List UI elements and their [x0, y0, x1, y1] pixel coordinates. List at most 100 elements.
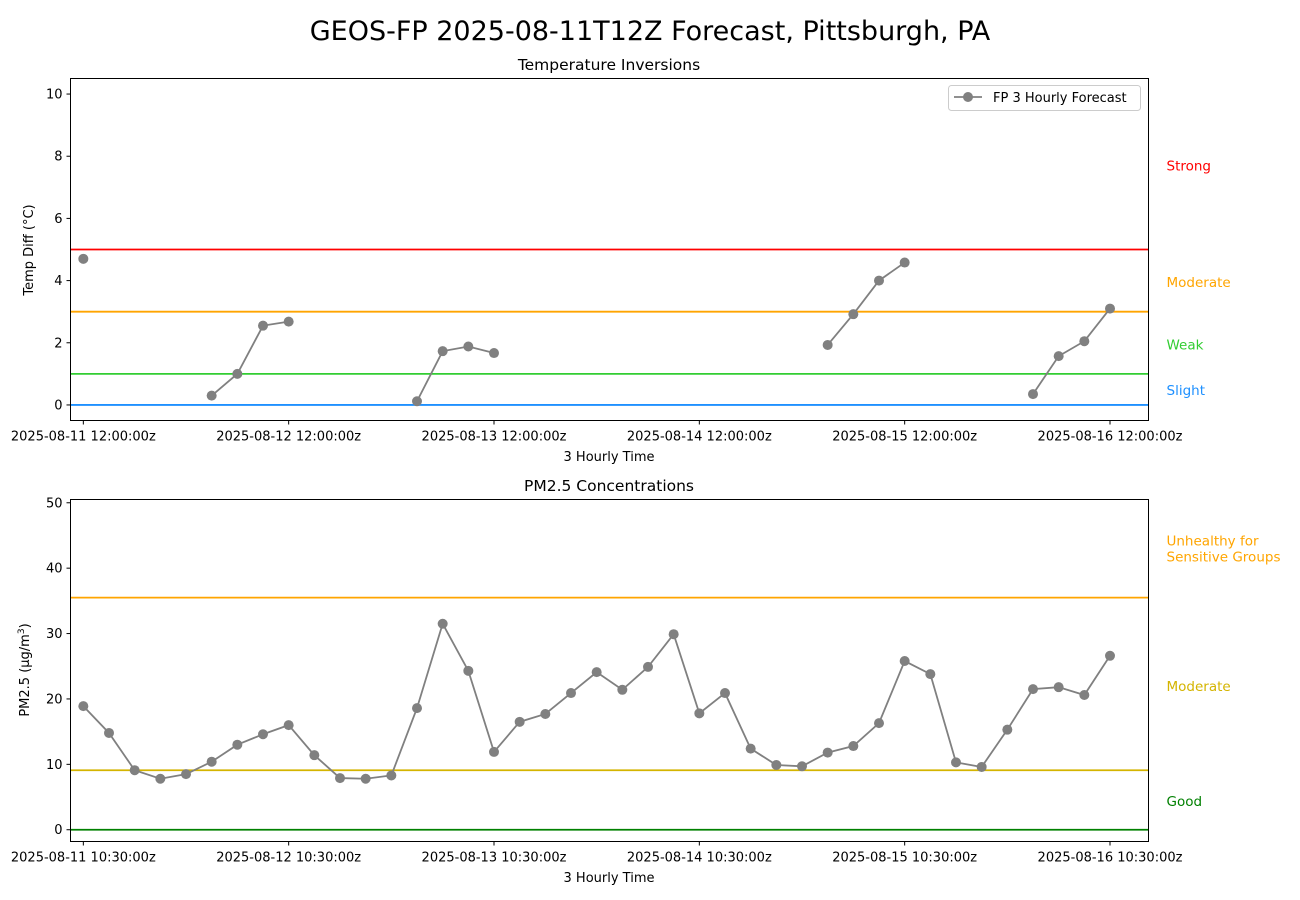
data-point [797, 761, 807, 772]
x-tick-label: 2025-08-16 10:30:00z [1038, 851, 1183, 866]
data-point [1053, 351, 1064, 362]
y-tick-label: 2 [54, 336, 62, 351]
x-tick-label: 2025-08-14 12:00:00z [627, 430, 772, 445]
y-tick-label: 40 [46, 562, 63, 577]
data-point [514, 716, 525, 727]
data-point [412, 703, 422, 714]
data-point [668, 629, 679, 640]
threshold-lines [70, 596, 1149, 831]
x-tick-label: 2025-08-15 12:00:00z [832, 430, 977, 445]
data-point [232, 739, 243, 750]
series-line-segment [82, 621, 1111, 780]
data-point [1079, 336, 1090, 347]
x-axis-ticks: 2025-08-11 12:00:00z 2025-08-12 12:00:00z… [11, 420, 1183, 445]
series-line-segment [1032, 308, 1111, 395]
data-point [643, 661, 653, 672]
data-point [437, 618, 448, 629]
zone-label: Weak [1167, 337, 1204, 353]
data-point [874, 718, 884, 729]
data-point [104, 727, 114, 738]
data-point [1079, 690, 1090, 701]
y-tick-label: 10 [46, 88, 63, 103]
x-tick-label: 2025-08-14 10:30:00z [627, 851, 772, 866]
y-axis-label: PM2.5 (µg/m3) [17, 623, 33, 716]
zone-label: Sensitive Groups [1167, 549, 1281, 565]
data-point [78, 253, 89, 264]
zone-label: Moderate [1167, 275, 1231, 291]
legend: FP 3 Hourly Forecast [948, 85, 1141, 111]
y-tick-label: 0 [54, 398, 62, 413]
y-axis-label: Temp Diff (°C) [22, 204, 37, 296]
data-point [360, 773, 371, 784]
data-point [232, 368, 243, 379]
x-tick-label: 2025-08-12 10:30:00z [216, 851, 361, 866]
data-point [822, 747, 833, 758]
data-point [720, 688, 730, 699]
data-point [206, 390, 217, 401]
data-point [181, 769, 191, 780]
data-point [874, 275, 884, 286]
x-tick-label: 2025-08-11 12:00:00z [11, 430, 156, 445]
zone-label: Slight [1167, 383, 1206, 399]
y-tick-label: 0 [54, 823, 62, 838]
y-tick-label: 8 [54, 150, 62, 165]
y-axis-ticks: 0 2 4 6 8 10 [46, 88, 71, 413]
data-point [463, 341, 474, 352]
data-point [771, 759, 782, 770]
data-point [745, 743, 756, 754]
y-axis-label-main: PM2.5 (µg/m [18, 634, 33, 717]
temperature-inversions-chart: Temperature Inversions 0 2 4 6 8 10 2025-08-1… [11, 56, 1231, 465]
data-point [566, 688, 576, 699]
data-point [258, 320, 268, 331]
y-tick-label: 6 [54, 212, 62, 227]
x-tick-label: 2025-08-11 10:30:00z [11, 851, 156, 866]
zone-label: Moderate [1167, 679, 1231, 695]
data-point [899, 656, 910, 667]
data-point [976, 761, 987, 772]
data-point [822, 339, 833, 350]
x-tick-label: 2025-08-15 10:30:00z [832, 851, 977, 866]
chart-title: PM2.5 Concentrations [524, 477, 694, 495]
data-point [848, 741, 859, 752]
x-axis-ticks: 2025-08-11 10:30:00z 2025-08-12 10:30:00z… [11, 841, 1183, 866]
data-point [899, 257, 910, 268]
chart-title: Temperature Inversions [517, 56, 700, 74]
series-line-segment [826, 261, 906, 346]
data-point [848, 309, 859, 320]
data-point [155, 773, 166, 784]
pm25-concentrations-chart: PM2.5 Concentrations 0 10 20 30 40 50 2025-08… [11, 477, 1281, 886]
data-point [925, 669, 936, 680]
x-axis-label: 3 Hourly Time [564, 450, 655, 465]
x-tick-label: 2025-08-12 12:00:00z [216, 430, 361, 445]
plot-area-frame [70, 78, 1149, 421]
x-axis-label: 3 Hourly Time [564, 871, 655, 886]
series-line-segment [416, 345, 495, 402]
data-point [694, 708, 705, 719]
zone-label: Strong [1167, 159, 1212, 175]
data-point [283, 316, 294, 327]
data-point [129, 765, 140, 776]
data-point [1028, 389, 1038, 400]
y-tick-label: 10 [46, 758, 63, 773]
zone-labels: Strong Moderate Weak Slight [1167, 159, 1231, 399]
data-point [412, 396, 422, 407]
data-point [1002, 724, 1013, 735]
series-group [78, 618, 1115, 784]
data-point [335, 773, 345, 784]
y-axis-ticks: 0 10 20 30 40 50 [46, 496, 71, 838]
data-point [283, 720, 294, 731]
y-tick-label: 30 [46, 627, 63, 642]
y-tick-label: 50 [46, 496, 63, 511]
data-point [309, 750, 320, 761]
legend-entry: FP 3 Hourly Forecast [993, 91, 1127, 106]
y-axis-label-superscript: 3 [17, 628, 27, 634]
data-point [463, 665, 474, 676]
data-point [951, 757, 961, 768]
data-point [386, 770, 397, 781]
y-tick-label: 20 [46, 692, 63, 707]
y-axis-label-close: ) [18, 623, 33, 628]
data-point [1053, 682, 1064, 693]
zone-label: Unhealthy for [1167, 534, 1259, 550]
data-point [78, 701, 89, 712]
